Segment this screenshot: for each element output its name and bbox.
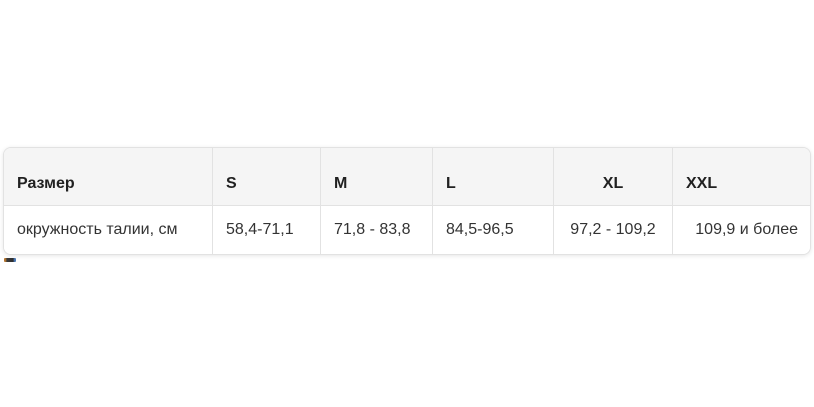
table-row-waist: окружность талии, см 58,4-71,1 71,8 - 83… <box>4 206 810 254</box>
table-header-row: Размер S M L XL XXL <box>4 148 810 206</box>
cell-waist-label: окружность талии, см <box>4 206 213 254</box>
header-cell-l: L <box>433 148 554 205</box>
header-cell-xxl: XXL <box>686 175 718 192</box>
header-cell-m: M <box>321 148 433 205</box>
tiny-collapsed-image-artifact <box>4 258 16 262</box>
cell-waist-xl: 97,2 - 109,2 <box>554 206 673 254</box>
cell-waist-m: 71,8 - 83,8 <box>321 206 433 254</box>
header-cell-s: S <box>213 148 321 205</box>
size-chart-table: Размер S M L XL XXL окружность талии, см… <box>3 147 811 255</box>
cell-waist-xxl: 109,9 и более <box>695 221 798 238</box>
cell-waist-s: 58,4-71,1 <box>213 206 321 254</box>
header-cell-size: Размер <box>4 148 213 205</box>
header-cell-xl: XL <box>554 148 673 205</box>
cell-waist-l: 84,5-96,5 <box>433 206 554 254</box>
